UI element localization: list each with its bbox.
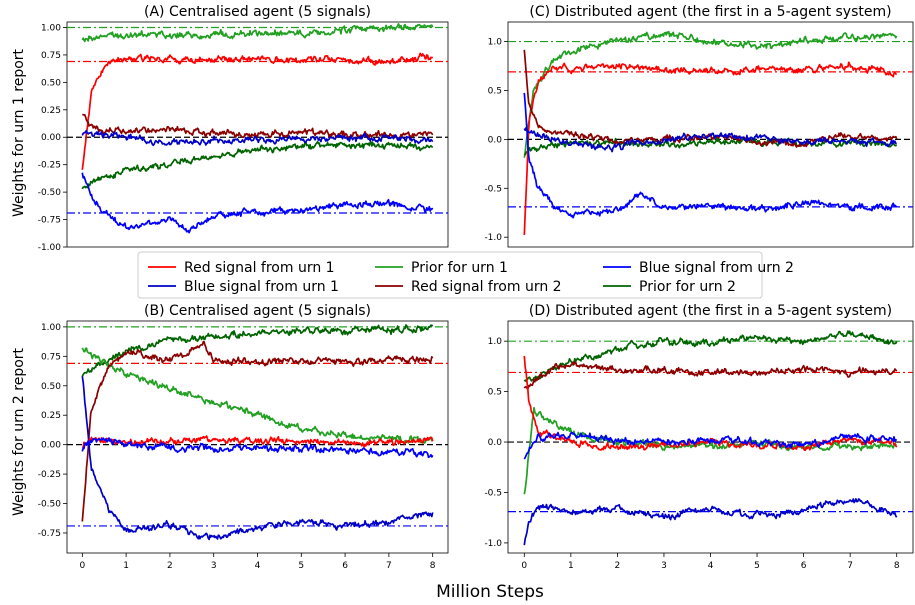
y-tick-label: 0.00: [41, 133, 61, 143]
chart-panel-1: (A) Centralised agent (5 signals) -1.00 -0…: [38, 4, 449, 253]
legend: Red signal from urn 1 Prior for urn 1 Blue…: [137, 251, 794, 299]
series-line: [523, 361, 898, 391]
series-line: [81, 140, 434, 190]
series-line: [523, 431, 898, 460]
series-line: [81, 435, 434, 449]
y-tick-label: -0.25: [38, 161, 61, 171]
series-line: [81, 23, 434, 43]
y-tick-label: -0.75: [38, 216, 61, 226]
y-tick-label: 0.5: [488, 388, 502, 398]
chart-title: (D) Distributed agent (the first in a 5-…: [529, 303, 892, 319]
x-tick-label: 6: [342, 561, 348, 571]
series-line: [523, 355, 898, 452]
series-line: [81, 376, 434, 541]
legend-label: Blue signal from urn 1: [184, 279, 339, 295]
series-line: [81, 129, 434, 147]
legend-label: Blue signal from urn 2: [639, 260, 794, 276]
plot-area: [508, 30, 913, 236]
x-tick-label: 5: [754, 561, 760, 571]
chart-title: (B) Centralised agent (5 signals): [144, 303, 371, 319]
series-line: [81, 324, 434, 377]
x-tick-label: 3: [211, 561, 217, 571]
chart-panel-3: (B) Centralised agent (5 signals) -0.75 -0…: [38, 303, 449, 571]
series-line: [81, 347, 433, 445]
y-tick-label: 1.0: [488, 38, 503, 48]
series-line: [81, 437, 434, 459]
chart-panel-2: (C) Distributed agent (the first in a 5-…: [484, 4, 914, 248]
x-tick-label: 4: [708, 561, 714, 571]
x-tick-label: 5: [298, 561, 304, 571]
series-line: [523, 498, 898, 546]
series-line: [523, 61, 898, 236]
series-line: [81, 172, 434, 234]
y-tick-label: -0.75: [38, 529, 61, 539]
x-tick-label: 4: [255, 561, 261, 571]
y-tick-label: 1.00: [41, 323, 61, 333]
legend-label: Prior for urn 2: [639, 279, 736, 295]
y-tick-label: 0.0: [488, 135, 503, 145]
y-tick-label: -0.5: [484, 184, 502, 194]
series-line: [82, 113, 434, 140]
y-tick-label: -1.0: [484, 233, 502, 243]
x-tick-label: 1: [568, 561, 574, 571]
y-tick-label: 0.5: [488, 86, 502, 96]
y-tick-label: -1.0: [484, 539, 502, 549]
series-line: [523, 92, 898, 219]
x-tick-label: 0: [79, 561, 85, 571]
x-tick-label: 7: [386, 561, 392, 571]
x-tick-label: 1: [123, 561, 129, 571]
x-tick-label: 7: [847, 561, 853, 571]
x-tick-label: 2: [167, 561, 173, 571]
series-line: [523, 330, 898, 383]
y-tick-label: -0.25: [38, 470, 61, 480]
legend-label: Prior for urn 1: [411, 260, 508, 276]
y-tick-label: -0.50: [38, 188, 62, 198]
y-tick-label: 0.50: [41, 78, 61, 88]
y-axis-label-top: Weights for urn 1 report: [11, 48, 27, 217]
y-tick-label: 0.0: [488, 438, 503, 448]
series-line: [523, 30, 898, 158]
y-tick-label: 0.50: [41, 382, 61, 392]
plot-area: [508, 330, 913, 546]
y-tick-label: 0.00: [41, 441, 61, 451]
legend-label: Red signal from urn 1: [184, 260, 335, 276]
y-tick-label: -0.5: [484, 488, 502, 498]
series-line: [81, 52, 434, 170]
x-tick-label: 3: [661, 561, 667, 571]
x-tick-label: 0: [521, 561, 527, 571]
x-tick-label: 8: [430, 561, 436, 571]
y-tick-label: 0.25: [41, 106, 61, 116]
y-tick-label: 1.00: [41, 23, 61, 33]
x-tick-label: 6: [801, 561, 807, 571]
chart-title: (A) Centralised agent (5 signals): [144, 4, 371, 20]
y-tick-label: -0.50: [38, 500, 62, 510]
x-axis-label: Million Steps: [436, 582, 544, 602]
y-tick-label: 1.0: [488, 337, 503, 347]
plot-area: [67, 23, 448, 234]
plot-area: [67, 324, 448, 541]
y-tick-label: -1.00: [38, 243, 62, 253]
y-tick-label: 0.75: [41, 352, 61, 362]
y-tick-label: 0.25: [41, 411, 61, 421]
x-tick-label: 8: [894, 561, 900, 571]
chart-title: (C) Distributed agent (the first in a 5-…: [529, 4, 891, 20]
series-line: [523, 126, 897, 153]
x-tick-label: 2: [615, 561, 621, 571]
y-tick-label: 0.75: [41, 51, 61, 61]
legend-label: Red signal from urn 2: [411, 279, 562, 295]
chart-panel-4: (D) Distributed agent (the first in a 5-…: [484, 303, 914, 571]
y-axis-label-bottom: Weights for urn 2 report: [11, 347, 27, 516]
series-line: [81, 340, 434, 522]
